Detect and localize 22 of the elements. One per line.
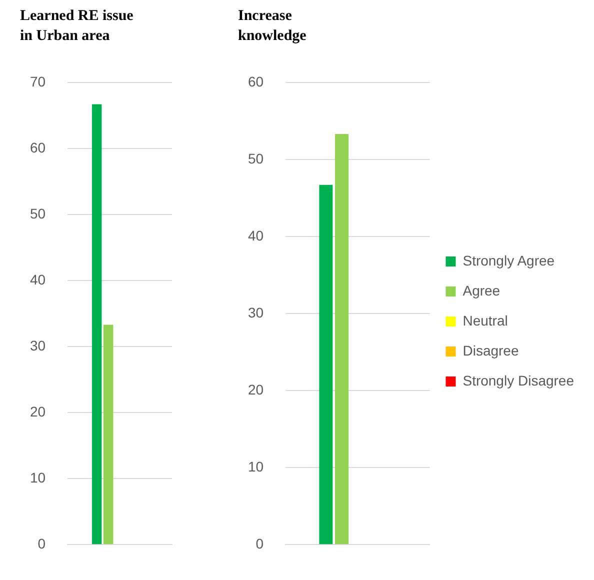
y-tick-label: 60 <box>30 139 46 156</box>
legend-label: Strongly Agree <box>462 252 555 268</box>
y-tick-label: 40 <box>30 271 46 288</box>
y-tick-label: 50 <box>30 205 46 222</box>
chart-title: Increase knowledge <box>237 7 308 46</box>
y-tick-label: 0 <box>38 535 46 552</box>
chart-title: Learned RE issue in Urban area <box>19 7 134 46</box>
y-tick-label: 20 <box>248 381 264 398</box>
legend-label: Neutral <box>462 312 508 328</box>
y-tick-label: 10 <box>30 469 46 486</box>
y-tick-label: 60 <box>248 73 264 90</box>
y-tick-label: 40 <box>248 227 264 244</box>
y-tick-label: 0 <box>256 535 264 552</box>
y-tick-label: 50 <box>248 150 264 166</box>
legend-label: Agree <box>462 282 500 298</box>
y-tick-label: 10 <box>248 458 264 474</box>
y-tick-label: 30 <box>30 337 46 354</box>
y-tick-label: 30 <box>248 304 264 320</box>
legend-label: Disagree <box>462 342 519 358</box>
y-tick-label: 20 <box>30 403 46 420</box>
legend-label: Strongly Disagree <box>462 372 574 388</box>
y-tick-label: 70 <box>30 73 46 90</box>
